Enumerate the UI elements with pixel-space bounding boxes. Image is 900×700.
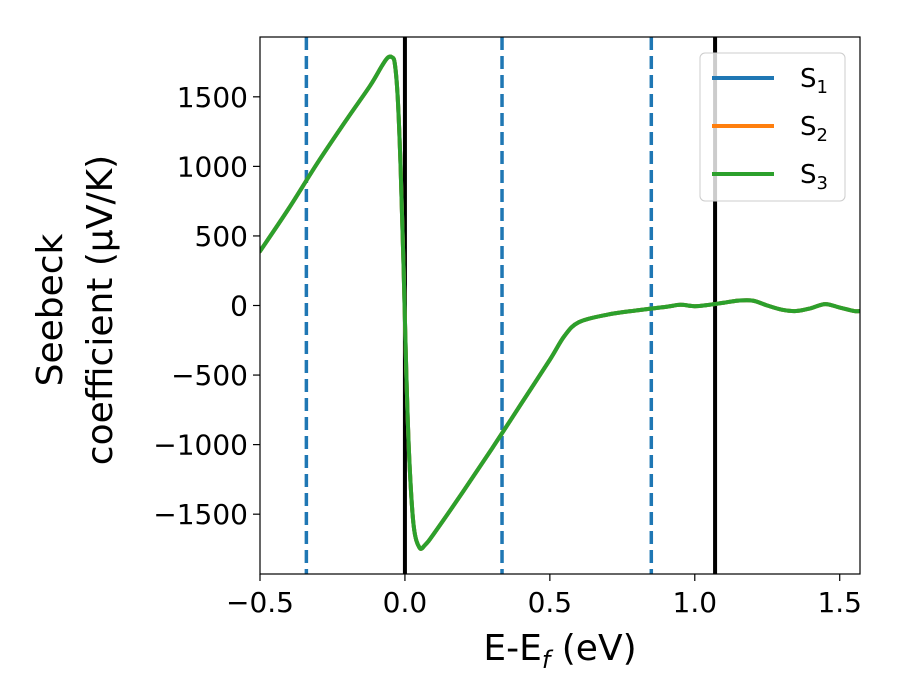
legend-label-S1: S1	[800, 64, 828, 98]
y-axis-label-line1: Seebeck	[30, 233, 71, 386]
y-tick-label: −500	[171, 359, 248, 392]
x-tick-label: −0.5	[226, 586, 294, 619]
y-tick-label: 1500	[177, 81, 248, 114]
y-axis-ticks: −1500 −1000 −500 0 500 1000 1500	[153, 81, 260, 531]
x-axis-ticks: −0.5 0.0 0.5 1.0 1.5	[226, 574, 862, 619]
y-tick-label: 500	[195, 220, 248, 253]
x-axis-label: E-Ef (eV)	[483, 628, 636, 674]
x-tick-label: 1.0	[673, 586, 718, 619]
y-tick-label: 1000	[177, 150, 248, 183]
y-axis-label: Seebeck coefficient (μV/K)	[30, 155, 121, 465]
x-tick-label: 1.5	[817, 586, 862, 619]
y-tick-label: 0	[230, 290, 248, 323]
legend-label-S3: S3	[800, 160, 828, 194]
legend-label-S2: S2	[800, 112, 828, 146]
vertical-reference-lines	[304, 37, 718, 574]
y-axis-label-line2: coefficient (μV/K)	[80, 155, 121, 465]
x-tick-label: 0.5	[528, 586, 573, 619]
x-tick-label: 0.0	[383, 586, 428, 619]
series-line-S3	[260, 54, 860, 551]
legend: S1 S2 S3	[699, 52, 846, 202]
series-layer	[260, 54, 860, 551]
y-tick-label: −1000	[153, 429, 248, 462]
y-tick-label: −1500	[153, 498, 248, 531]
